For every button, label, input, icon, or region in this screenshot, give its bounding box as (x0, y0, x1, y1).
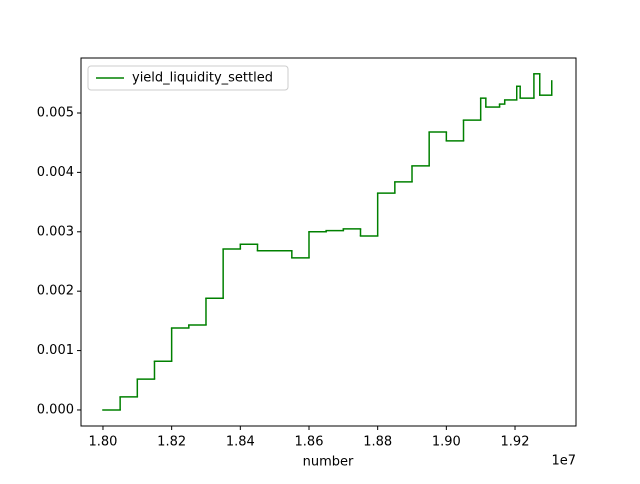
x-tick-label: 1.80 (88, 435, 117, 450)
x-tick-label: 1.92 (501, 435, 530, 450)
x-axis-label: number (303, 455, 354, 470)
y-tick-label: 0.003 (37, 224, 74, 239)
y-tick-label: 0.002 (37, 284, 74, 299)
x-tick-label: 1.90 (432, 435, 461, 450)
x-tick-label: 1.82 (157, 435, 186, 450)
x-tick-label: 1.84 (226, 435, 255, 450)
plot-area (80, 57, 577, 427)
y-tick-label: 0.004 (37, 165, 74, 180)
legend-label: yield_liquidity_settled (132, 71, 273, 86)
y-tick-label: 0.000 (37, 402, 74, 417)
y-tick-label: 0.005 (37, 105, 74, 120)
x-tick-label: 1.86 (295, 435, 324, 450)
x-tick-label: 1.88 (363, 435, 392, 450)
y-tick-label: 0.001 (37, 343, 74, 358)
x-offset-label: 1e7 (551, 454, 576, 469)
legend-box (87, 65, 289, 91)
